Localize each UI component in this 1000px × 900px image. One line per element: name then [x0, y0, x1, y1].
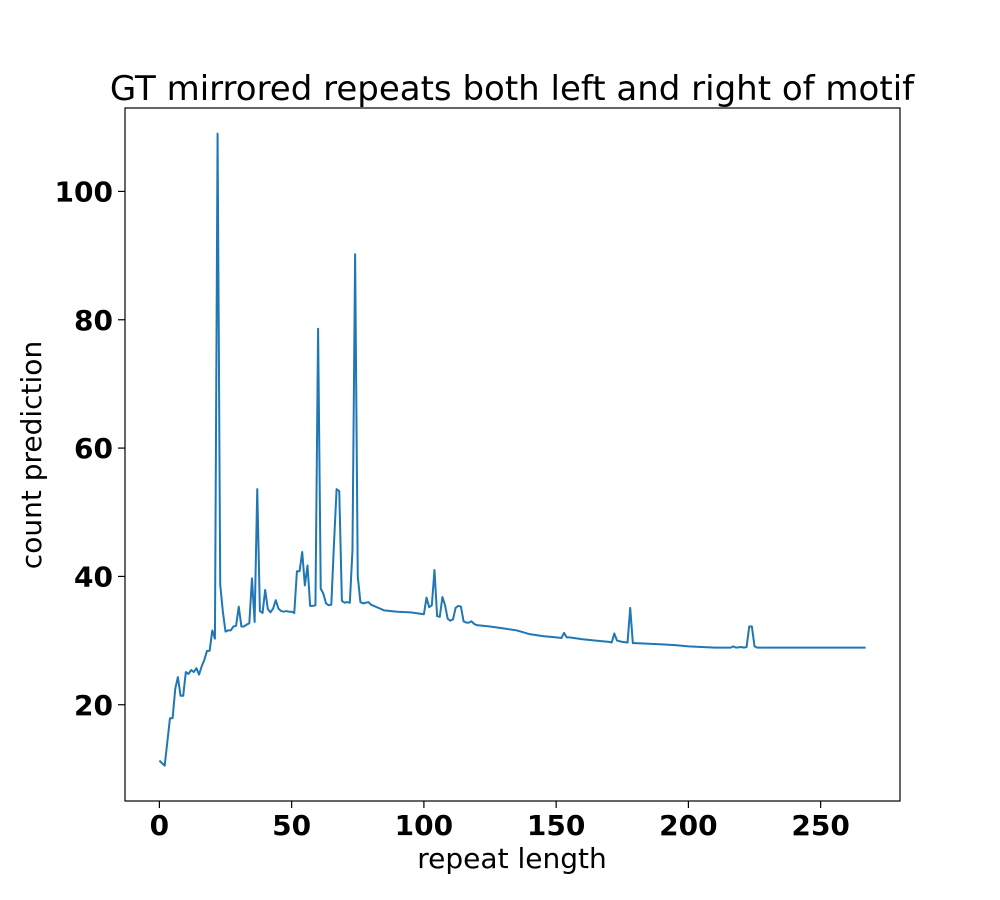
x-tick-label: 250 [791, 809, 849, 842]
chart-title: GT mirrored repeats both left and right … [110, 69, 915, 109]
y-tick-label: 40 [74, 560, 113, 593]
x-axis-ticks: 0 50 100 150 200 250 [150, 801, 850, 842]
x-tick-label: 100 [395, 809, 453, 842]
x-tick-label: 0 [150, 809, 169, 842]
x-tick-label: 150 [527, 809, 585, 842]
series-line-0 [158, 132, 866, 767]
y-tick-label: 80 [74, 304, 113, 337]
x-tick-label: 50 [272, 809, 311, 842]
y-tick-label: 100 [55, 175, 113, 208]
y-tick-label: 20 [74, 689, 113, 722]
plot-frame [124, 107, 901, 802]
x-axis-label: repeat length [417, 842, 606, 875]
y-axis-ticks: 20 40 60 80 100 [55, 175, 125, 722]
x-tick-label: 200 [659, 809, 717, 842]
y-axis-label: count prediction [15, 341, 48, 569]
plot-area [158, 132, 866, 767]
y-tick-label: 60 [74, 432, 113, 465]
